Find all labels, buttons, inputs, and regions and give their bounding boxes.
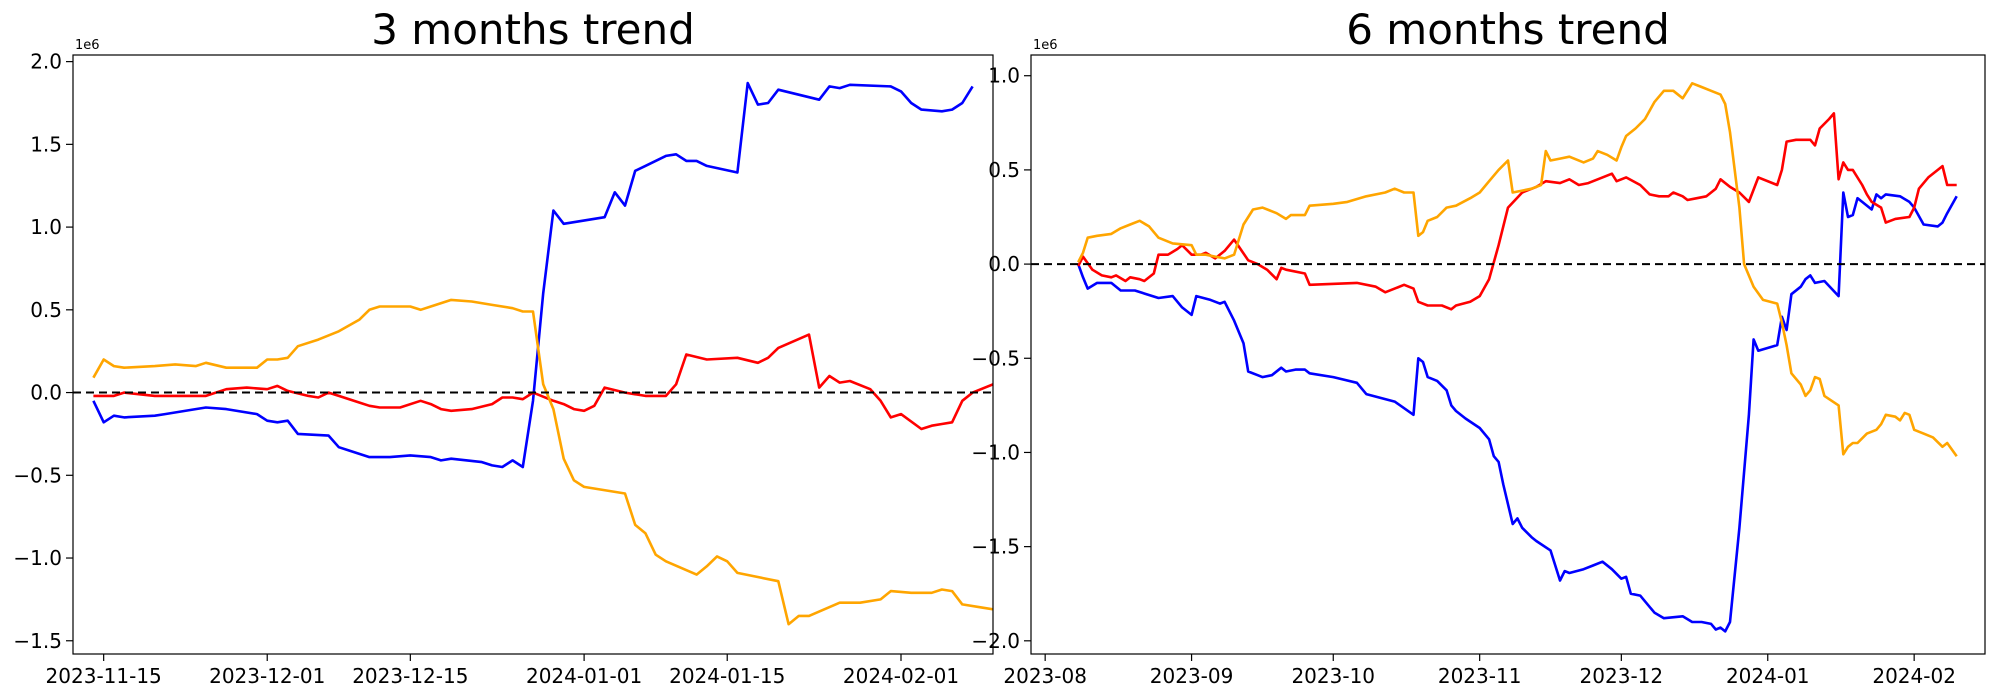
- y-tick-label: 0.5: [30, 298, 62, 322]
- y-offset-label: 1e6: [1033, 38, 1058, 53]
- x-tick-label: 2023-09: [1150, 664, 1234, 688]
- x-tick-label: 2024-01-01: [526, 664, 642, 688]
- x-tick-label: 2023-11-15: [46, 664, 162, 688]
- y-tick-label: −1.5: [13, 629, 62, 653]
- chart-panel-1: 3 months trend 1e6 −1.5 −1.0 −0.5 0.0 0.5 1.0 1.…: [13, 5, 994, 688]
- y-tick-label: 0.0: [30, 381, 62, 405]
- y-offset-label: 1e6: [75, 38, 100, 53]
- y-tick-label: 1.0: [30, 215, 62, 239]
- y-tick-label: −2.0: [971, 629, 1020, 653]
- x-tick-label: 2023-08: [1003, 664, 1087, 688]
- series-line-1: [92, 81, 974, 469]
- x-tick-label: 2023-12-15: [352, 664, 468, 688]
- chart-title: 3 months trend: [371, 5, 695, 54]
- y-tick-label: 2.0: [30, 50, 62, 74]
- y-tick-label: −0.5: [971, 346, 1020, 370]
- y-tick-label: 1.5: [30, 132, 62, 156]
- axes-frame: [72, 54, 994, 655]
- y-tick-label: −1.0: [971, 440, 1020, 464]
- y-tick-label: 0.5: [988, 158, 1020, 182]
- chart-title: 6 months trend: [1346, 5, 1670, 54]
- x-tick-label: 2024-02: [1872, 664, 1956, 688]
- axes-frame: [1030, 54, 1986, 655]
- series-line-3: [92, 298, 993, 626]
- x-tick-label: 2023-12-01: [209, 664, 325, 688]
- y-tick-label: 1.0: [988, 64, 1020, 88]
- chart-panel-2: 6 months trend 1e6 −2.0 −1.5 −1.0 −0.5 0.0 0.5 1…: [971, 5, 1986, 688]
- x-tick-label: 2023-11: [1438, 664, 1522, 688]
- y-tick-label: −1.0: [13, 546, 62, 570]
- x-tick-label: 2024-02-01: [843, 664, 959, 688]
- x-tick-label: 2024-01-15: [669, 664, 785, 688]
- y-tick-label: 0.0: [988, 252, 1020, 276]
- x-tick-label: 2024-01: [1726, 664, 1810, 688]
- series-group: [1076, 82, 1958, 633]
- x-tick-label: 2023-10: [1291, 664, 1375, 688]
- y-tick-label: −1.5: [971, 535, 1020, 559]
- x-tick-label: 2023-12: [1580, 664, 1664, 688]
- y-tick-label: −0.5: [13, 463, 62, 487]
- series-line-1: [1076, 191, 1958, 633]
- series-line-3: [1077, 82, 1958, 457]
